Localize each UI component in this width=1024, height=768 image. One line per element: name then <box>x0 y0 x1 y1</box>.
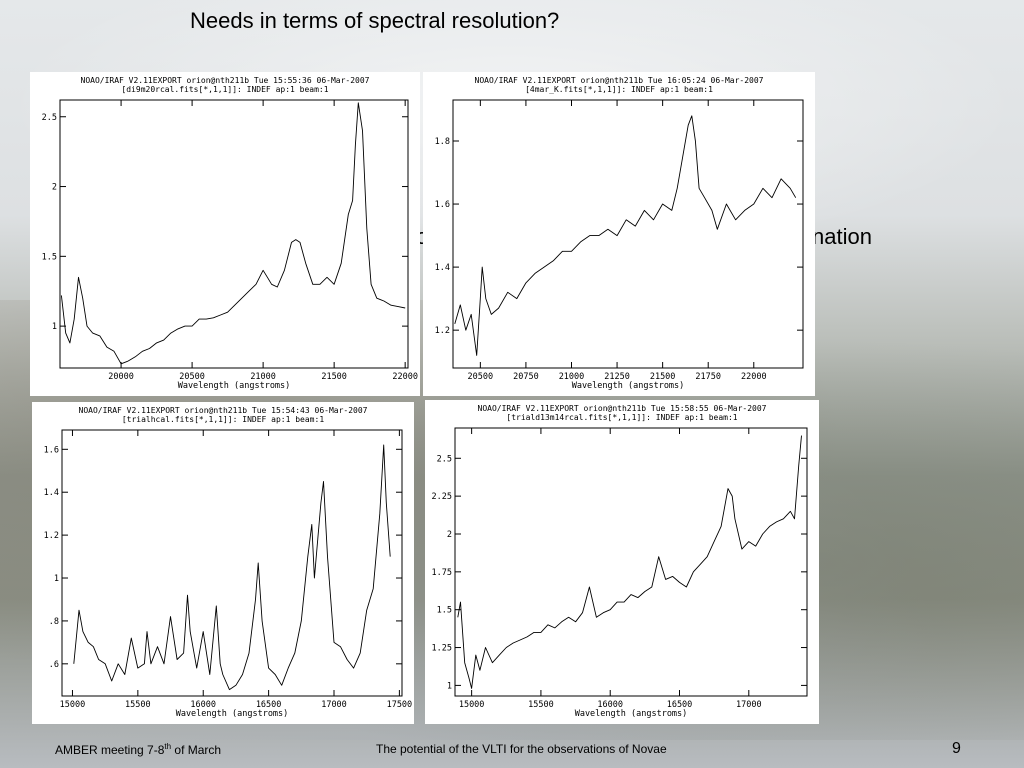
plot-header-line-2: [triald13m14rcal.fits[*,1,1]]: INDEF ap:… <box>506 413 737 422</box>
x-tick-label: 22000 <box>392 372 418 382</box>
spectrum-chart-4: NOAO/IRAF V2.11EXPORT orion@nth211b Tue … <box>432 404 808 719</box>
spectrum-line <box>457 435 802 689</box>
y-tick-label: 1 <box>447 681 452 691</box>
spectrum-plot-4: NOAO/IRAF V2.11EXPORT orion@nth211b Tue … <box>425 400 819 724</box>
x-axis-label: Wavelength (angstroms) <box>575 709 688 719</box>
x-tick-label: 21000 <box>250 372 276 382</box>
spectrum-line <box>60 102 406 365</box>
x-axis-label: Wavelength (angstroms) <box>176 709 289 719</box>
y-tick-label: 2 <box>52 183 57 193</box>
x-tick-label: 21000 <box>559 372 585 382</box>
plot-header-line-1: NOAO/IRAF V2.11EXPORT orion@nth211b Tue … <box>81 76 370 85</box>
footer-meeting-text: AMBER meeting 7-8 <box>55 743 165 757</box>
x-tick-label: 20750 <box>513 372 539 382</box>
y-tick-label: 1 <box>52 322 57 332</box>
x-tick-label: 17500 <box>387 700 413 710</box>
y-tick-label: 1.25 <box>432 644 452 654</box>
x-tick-label: 16000 <box>190 700 216 710</box>
obscured-text-right: nation <box>812 224 872 249</box>
y-tick-label: 1.4 <box>44 488 59 498</box>
x-tick-label: 15000 <box>60 700 86 710</box>
y-tick-label: 1.8 <box>435 137 450 147</box>
slide-number: 9 <box>952 740 961 757</box>
y-tick-label: 1.6 <box>44 445 59 455</box>
spectrum-line <box>73 444 391 691</box>
x-tick-label: 16000 <box>597 700 623 710</box>
spectrum-plot-1: NOAO/IRAF V2.11EXPORT orion@nth211b Tue … <box>30 72 420 396</box>
spectrum-plot-3: NOAO/IRAF V2.11EXPORT orion@nth211b Tue … <box>32 402 414 724</box>
footer-meeting-tail: of March <box>171 743 222 757</box>
x-tick-label: 21250 <box>604 372 630 382</box>
x-tick-label: 17000 <box>321 700 347 710</box>
y-tick-label: 2.5 <box>42 113 57 123</box>
plot-frame <box>452 99 804 369</box>
y-tick-label: .8 <box>49 617 59 627</box>
y-tick-label: 1.4 <box>435 263 450 273</box>
x-tick-label: 20000 <box>108 372 134 382</box>
y-tick-label: 1.5 <box>437 606 452 616</box>
plot-header-line-2: [trialhcal.fits[*,1,1]]: INDEF ap:1 beam… <box>122 415 324 424</box>
plot-header-line-2: [di9m20rcal.fits[*,1,1]]: INDEF ap:1 bea… <box>121 85 328 94</box>
x-tick-label: 16500 <box>667 700 693 710</box>
x-tick-label: 22000 <box>741 372 767 382</box>
spectrum-chart-3: NOAO/IRAF V2.11EXPORT orion@nth211b Tue … <box>44 406 413 719</box>
plot-header-line-1: NOAO/IRAF V2.11EXPORT orion@nth211b Tue … <box>79 406 368 415</box>
x-tick-label: 21750 <box>695 372 721 382</box>
x-tick-label: 16500 <box>256 700 282 710</box>
y-tick-label: 1.5 <box>42 252 57 262</box>
y-tick-label: 1.2 <box>435 326 450 336</box>
x-tick-label: 21500 <box>321 372 347 382</box>
plot-frame <box>59 99 409 369</box>
footer-meeting: AMBER meeting 7-8th of March <box>55 742 221 757</box>
y-tick-label: 1.2 <box>44 531 59 541</box>
y-tick-label: 1.75 <box>432 568 452 578</box>
x-axis-label: Wavelength (angstroms) <box>572 381 685 391</box>
spectrum-chart-2: NOAO/IRAF V2.11EXPORT orion@nth211b Tue … <box>435 76 804 391</box>
plot-frame <box>454 427 808 697</box>
footer-talk-title: The potential of the VLTI for the observ… <box>376 742 667 756</box>
x-tick-label: 15500 <box>125 700 151 710</box>
plot-frame <box>61 429 403 697</box>
x-axis-label: Wavelength (angstroms) <box>178 381 291 391</box>
x-tick-label: 20500 <box>179 372 205 382</box>
spectrum-chart-1: NOAO/IRAF V2.11EXPORT orion@nth211b Tue … <box>42 76 418 391</box>
x-tick-label: 15500 <box>528 700 554 710</box>
x-tick-label: 20500 <box>468 372 494 382</box>
footer-meeting-sup: th <box>164 742 172 751</box>
slide-title: Needs in terms of spectral resolution? <box>190 8 560 33</box>
y-tick-label: 1.6 <box>435 200 450 210</box>
y-tick-label: 2 <box>447 530 452 540</box>
plot-header-line-2: [4mar_K.fits[*,1,1]]: INDEF ap:1 beam:1 <box>525 85 713 94</box>
plot-header-line-1: NOAO/IRAF V2.11EXPORT orion@nth211b Tue … <box>475 76 764 85</box>
y-tick-label: 2.5 <box>437 454 452 464</box>
spectrum-plot-2: NOAO/IRAF V2.11EXPORT orion@nth211b Tue … <box>423 72 815 396</box>
x-tick-label: 17000 <box>736 700 762 710</box>
plot-header-line-1: NOAO/IRAF V2.11EXPORT orion@nth211b Tue … <box>478 404 767 413</box>
spectrum-line <box>454 115 797 356</box>
y-tick-label: .6 <box>49 660 59 670</box>
y-tick-label: 2.25 <box>432 492 452 502</box>
x-tick-label: 15000 <box>459 700 485 710</box>
x-tick-label: 21500 <box>650 372 676 382</box>
y-tick-label: 1 <box>54 574 59 584</box>
